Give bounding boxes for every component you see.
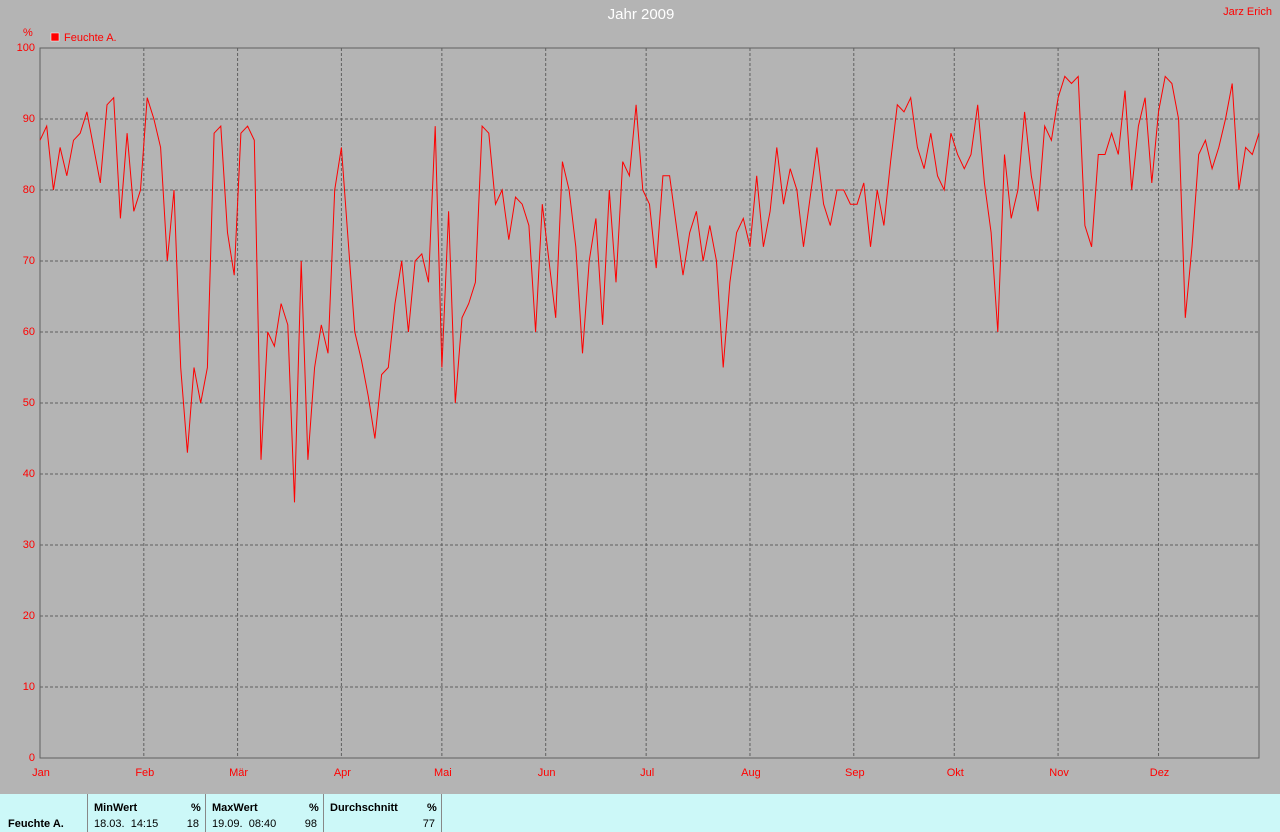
column-title: MaxWert bbox=[212, 802, 258, 814]
x-tick-label: Sep bbox=[845, 767, 865, 779]
y-tick-label: 70 bbox=[23, 255, 35, 267]
y-tick-label: 40 bbox=[23, 468, 35, 480]
column-title: MinWert bbox=[94, 802, 138, 814]
x-tick-label: Dez bbox=[1150, 767, 1170, 779]
chart: Jahr 2009 Jarz Erich % Feuchte A. 0 10 20 3… bbox=[17, 6, 1272, 779]
column-time: 19.09. 08:40 bbox=[212, 818, 277, 830]
column-time: 18.03. 14:15 bbox=[94, 818, 159, 830]
column-divider bbox=[205, 794, 206, 832]
y-tick-label: 100 bbox=[17, 42, 35, 54]
x-tick-label: Apr bbox=[334, 767, 351, 779]
x-tick-label: Okt bbox=[947, 767, 964, 779]
column-unit: % bbox=[309, 802, 319, 814]
y-tick-label: 60 bbox=[23, 326, 35, 338]
y-unit: % bbox=[23, 27, 33, 39]
column-divider bbox=[441, 794, 442, 832]
column-title: Durchschnitt bbox=[330, 802, 398, 814]
x-tick-label: Jan bbox=[32, 767, 50, 779]
y-tick-label: 50 bbox=[23, 397, 35, 409]
y-tick-label: 20 bbox=[23, 610, 35, 622]
x-tick-label: Mai bbox=[434, 767, 452, 779]
summary-panel: Feuchte A. MinWert% 18.03. 14:15 18 MaxWert… bbox=[0, 794, 1280, 832]
legend-swatch bbox=[50, 32, 60, 42]
column-divider bbox=[87, 794, 88, 832]
x-tick-label: Mär bbox=[229, 767, 248, 779]
y-tick-label: 80 bbox=[23, 184, 35, 196]
chart-title: Jahr 2009 bbox=[608, 6, 675, 23]
x-tick-label: Nov bbox=[1049, 767, 1069, 779]
author: Jarz Erich bbox=[1223, 6, 1272, 18]
x-tick-label: Jun bbox=[538, 767, 556, 779]
legend-label: Feuchte A. bbox=[64, 32, 117, 44]
column-value: 18 bbox=[186, 818, 199, 830]
x-tick-label: Feb bbox=[135, 767, 154, 779]
line-series bbox=[39, 75, 1260, 503]
y-tick-label: 30 bbox=[23, 539, 35, 551]
x-tick-label: Jul bbox=[640, 767, 654, 779]
column-value: 98 bbox=[304, 818, 317, 830]
y-tick-label: 0 bbox=[29, 752, 35, 764]
column-unit: % bbox=[427, 802, 437, 814]
column-value: 77 bbox=[422, 818, 435, 830]
x-tick-label: Aug bbox=[741, 767, 761, 779]
y-tick-label: 90 bbox=[23, 113, 35, 125]
column-unit: % bbox=[191, 802, 201, 814]
y-tick-label: 10 bbox=[23, 681, 35, 693]
summary-label: Feuchte A. bbox=[8, 818, 64, 830]
column-divider bbox=[323, 794, 324, 832]
